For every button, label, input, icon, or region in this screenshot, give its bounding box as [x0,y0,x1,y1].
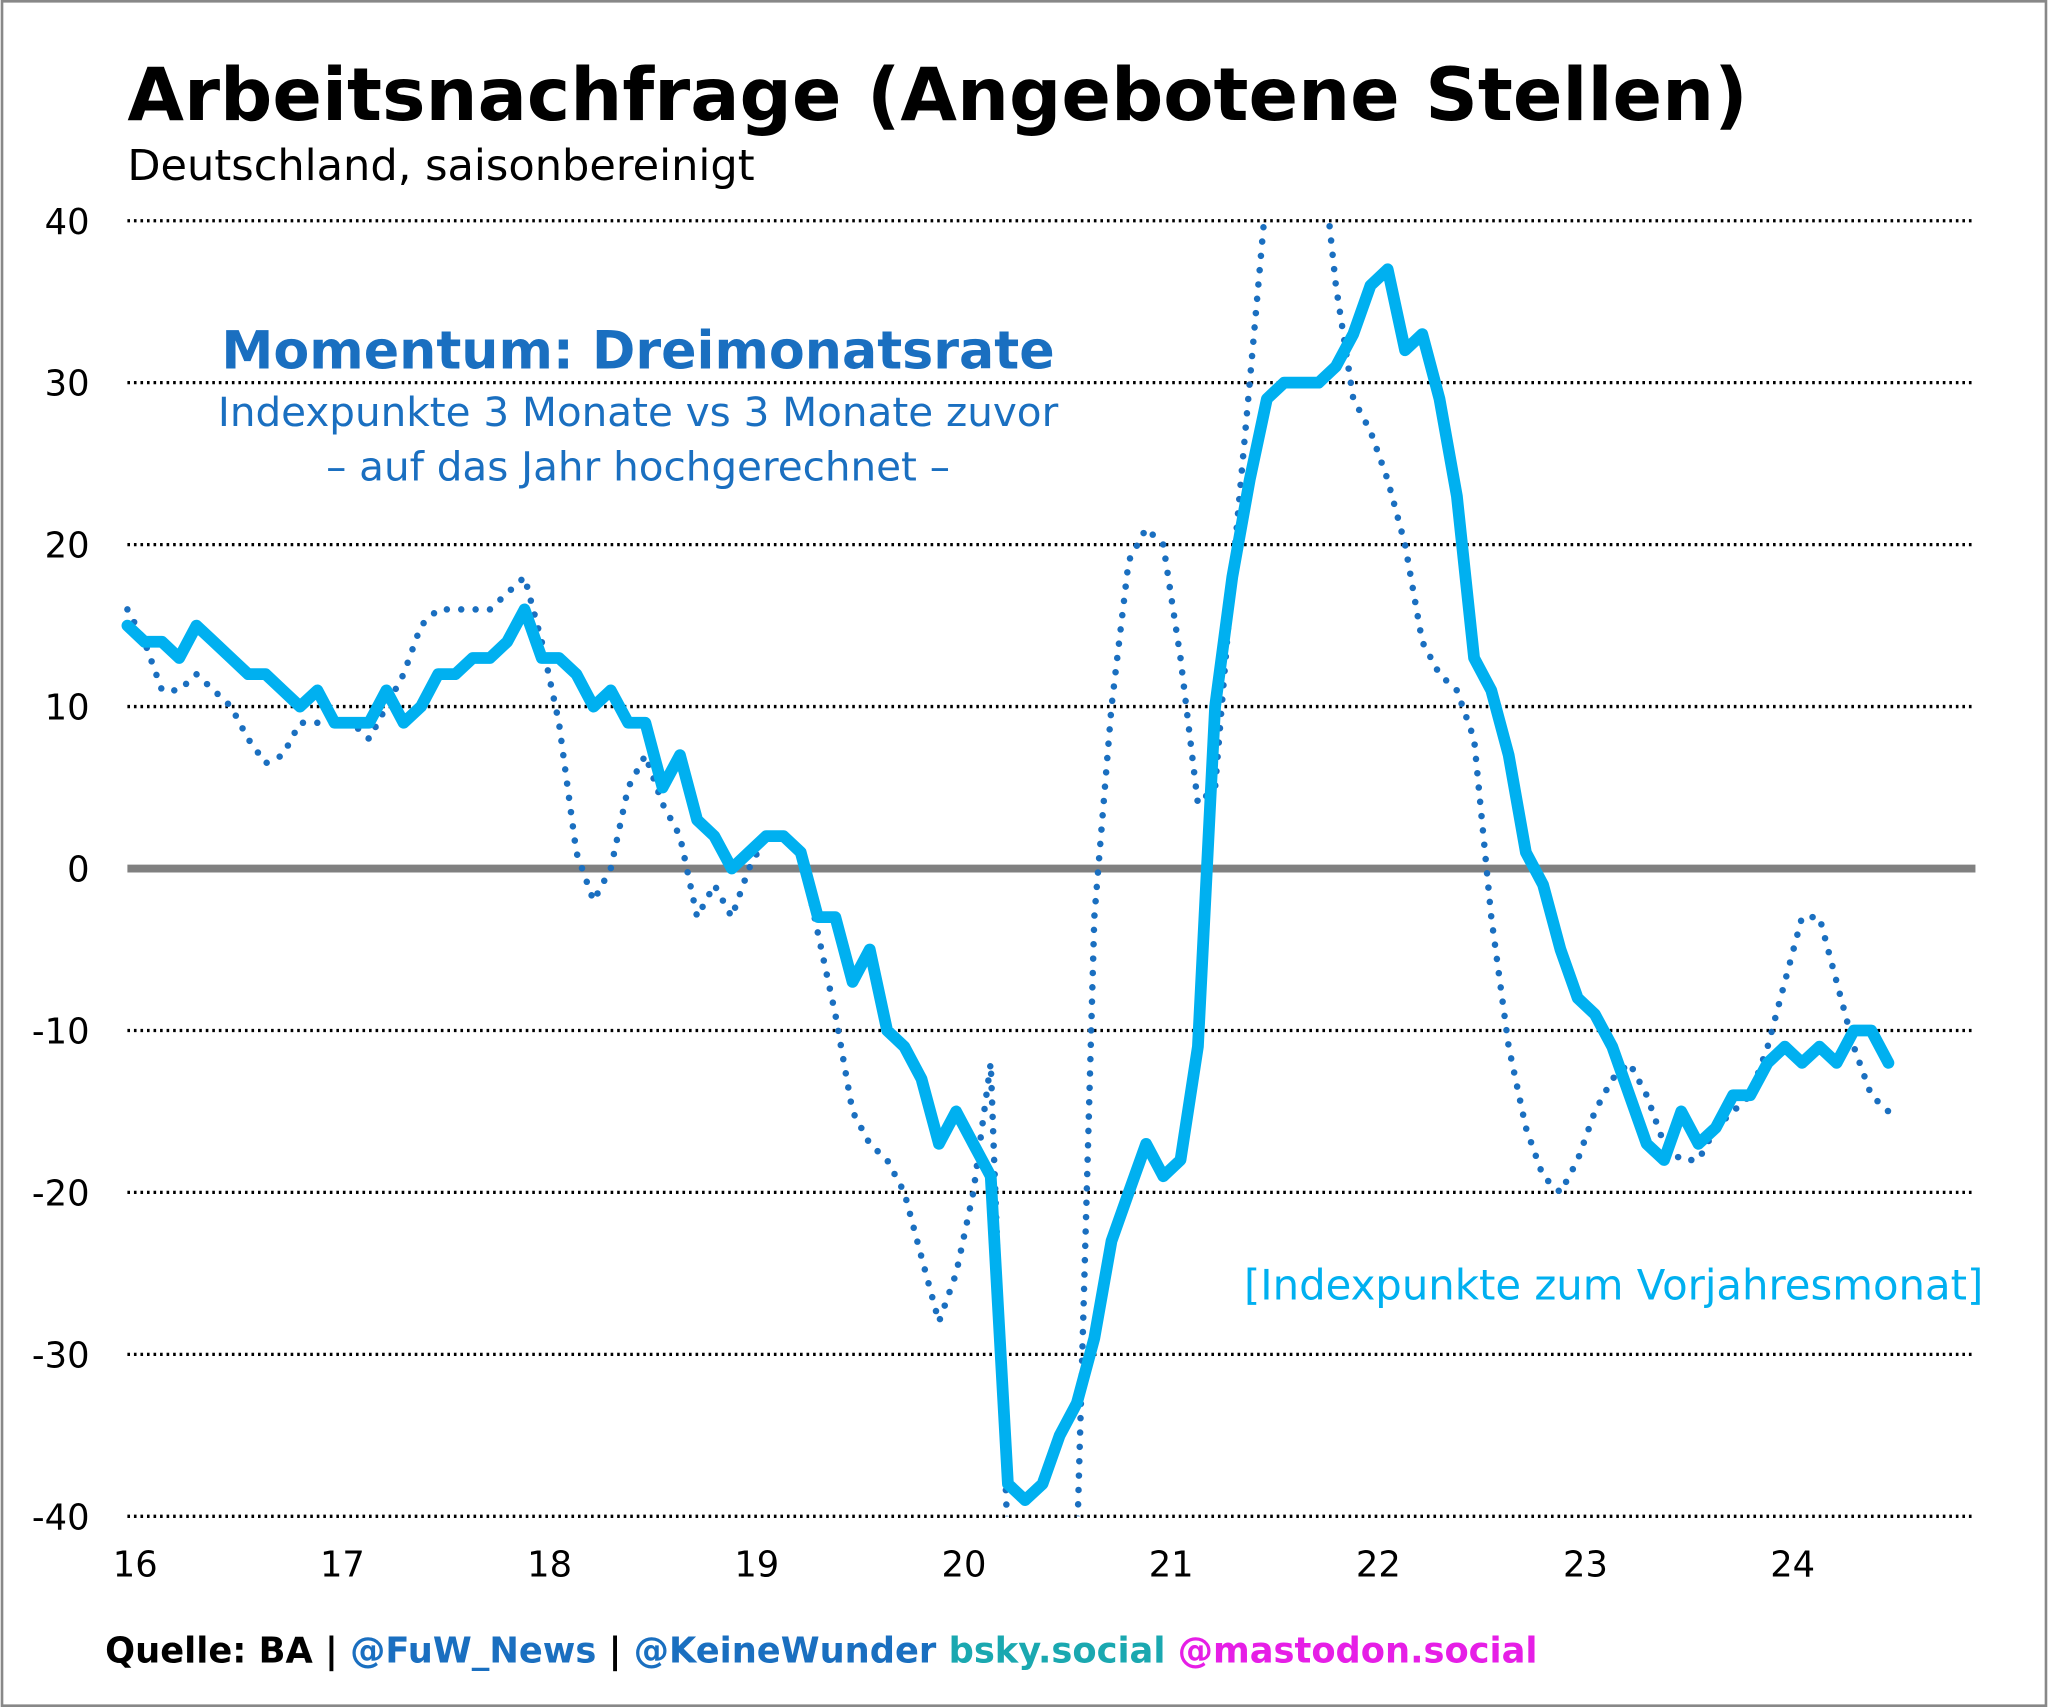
y-tick-label: -40 [32,1497,90,1538]
annotation: [Indexpunkte zum Vorjahresmonat] [1244,1261,1983,1310]
x-tick-label: 21 [1149,1544,1194,1585]
footer-part: | [609,1631,622,1672]
chart-subtitle: Deutschland, saisonbereinigt [127,141,754,191]
x-tick-label: 24 [1770,1544,1815,1585]
x-tick-label: 16 [113,1544,158,1585]
footer-part: Quelle: BA | [105,1631,338,1672]
x-tick-label: 18 [527,1544,572,1585]
annotation: Momentum: Dreimonatsrate [221,321,1054,381]
chart-title: Arbeitsnachfrage (Angebotene Stellen) [127,53,1747,138]
x-tick-label: 20 [942,1544,987,1585]
footer-part: @FuW_News [350,1631,596,1672]
plot [121,220,1895,1517]
x-tick-label: 23 [1563,1544,1608,1585]
footer-part: @KeineWunder [634,1631,937,1672]
y-tick-label: -30 [32,1335,90,1376]
y-tick-label: 10 [45,688,90,729]
x-tick-label: 22 [1356,1544,1401,1585]
y-tick-label: 20 [45,526,90,567]
grid: -40 -30 -20 -10 0 10 20 30 40 16 17 18 19 20 21 22 23 24 [32,202,1976,1585]
y-tick-label: 40 [45,202,90,243]
footer-part: @mastodon.social [1178,1631,1538,1672]
y-tick-label: 30 [45,364,90,405]
footer: Quelle: BA | @FuW_News | @KeineWunder bs… [105,1631,1537,1672]
y-tick-label: -10 [32,1012,90,1053]
x-tick-label: 17 [320,1544,365,1585]
annotation: – auf das Jahr hochgerechnet – [326,443,950,491]
y-tick-label: 0 [67,850,89,891]
solid-line [121,263,1895,1506]
y-tick-label: -20 [32,1173,90,1214]
annotation: Indexpunkte 3 Monate vs 3 Monate zuvor [218,388,1059,436]
footer-part: bsky.social [949,1631,1166,1672]
x-tick-label: 19 [734,1544,779,1585]
